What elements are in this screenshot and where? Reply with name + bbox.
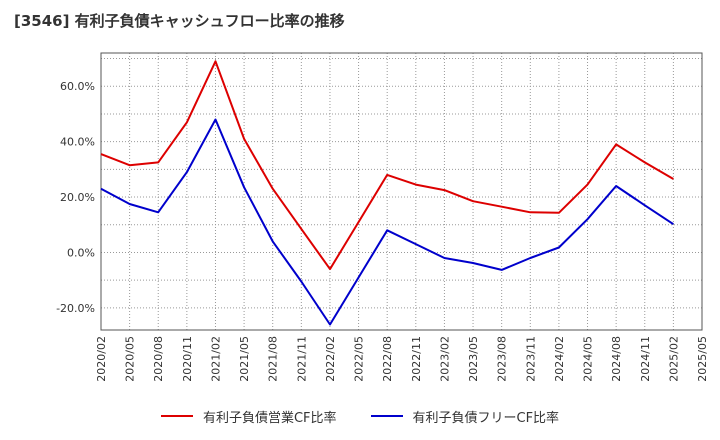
legend-label: 有利子負債営業CF比率	[202, 410, 337, 426]
x-tick-label: 2020/08	[152, 336, 165, 382]
y-tick-label: 40.0%	[60, 136, 95, 149]
series-line-operating-cf	[100, 60, 674, 271]
plot-frame	[100, 52, 703, 331]
x-tick-label: 2022/11	[410, 336, 423, 382]
x-tick-label: 2023/02	[438, 336, 451, 382]
x-tick-label: 2020/11	[181, 336, 194, 382]
y-tick-label: 20.0%	[60, 191, 95, 204]
legend-item-operating-cf: 有利子負債営業CF比率	[160, 407, 337, 426]
axes	[100, 52, 703, 331]
x-tick-label: 2022/08	[381, 336, 394, 382]
x-tick-label: 2021/11	[295, 336, 308, 382]
y-tick-label: 60.0%	[60, 80, 95, 93]
y-tick-label: -20.0%	[56, 302, 95, 315]
x-tick-label: 2023/08	[496, 336, 509, 382]
legend-swatch-blue	[370, 415, 403, 417]
x-tick-label: 2023/11	[524, 336, 537, 382]
x-tick-label: 2020/02	[95, 336, 108, 382]
series-line-free-cf	[100, 118, 674, 326]
grid-lines	[100, 53, 703, 330]
y-tick-label: 0.0%	[67, 246, 95, 259]
x-tick-label: 2023/05	[467, 336, 480, 382]
x-tick-label: 2025/02	[667, 336, 680, 382]
x-tick-label: 2025/05	[696, 336, 709, 382]
x-tick-label: 2020/05	[124, 336, 137, 382]
chart-title: [3546] 有利子負債キャッシュフロー比率の推移	[14, 12, 345, 30]
line-chart: -20.0% 0.0% 20.0% 40.0% 60.0% 2020/02 2020/05 2…	[56, 52, 709, 382]
x-tick-label: 2022/02	[324, 336, 337, 382]
x-tick-label: 2024/02	[553, 336, 566, 382]
tick-labels: -20.0% 0.0% 20.0% 40.0% 60.0% 2020/02 2020/05 2…	[56, 80, 709, 381]
legend-item-free-cf: 有利子負債フリーCF比率	[370, 407, 560, 426]
legend-swatch-red	[160, 415, 193, 417]
x-tick-label: 2021/08	[267, 336, 280, 382]
x-tick-label: 2021/05	[238, 336, 251, 382]
x-tick-label: 2024/08	[610, 336, 623, 382]
x-tick-label: 2022/05	[353, 336, 366, 382]
legend-label: 有利子負債フリーCF比率	[412, 410, 560, 426]
series-lines	[100, 60, 674, 326]
legend: 有利子負債営業CF比率 有利子負債フリーCF比率	[0, 404, 720, 428]
x-tick-label: 2021/02	[209, 336, 222, 382]
x-tick-label: 2024/05	[582, 336, 595, 382]
x-tick-label: 2024/11	[639, 336, 652, 382]
